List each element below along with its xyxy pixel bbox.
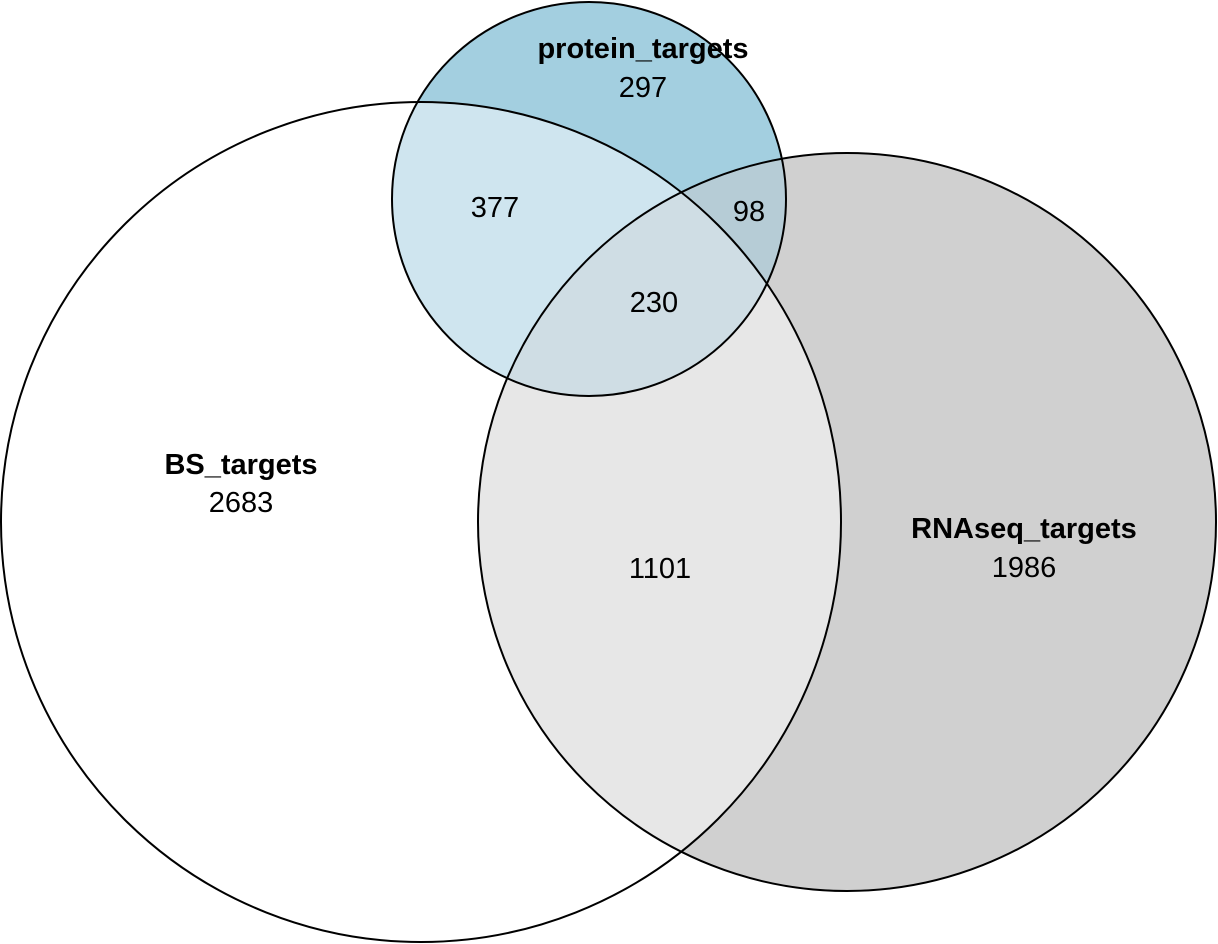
bs-only-count: 2683	[209, 487, 274, 519]
bs-set-name: BS_targets	[164, 449, 317, 481]
protein-circle-outline	[391, 1, 787, 397]
rnaseq-only-count: 1986	[992, 552, 1057, 584]
rnaseq-set-name: RNAseq_targets	[911, 513, 1137, 545]
bs-circle-outline	[0, 101, 842, 943]
bs-protein-count: 377	[471, 192, 519, 224]
protein-rnaseq-count: 98	[733, 196, 765, 228]
rnaseq-circle-outline	[477, 152, 1217, 892]
protein-only-count: 297	[619, 72, 667, 104]
bs-rnaseq-count: 1101	[629, 553, 691, 585]
protein-set-name: protein_targets	[537, 33, 748, 65]
all-three-count: 230	[630, 287, 678, 319]
